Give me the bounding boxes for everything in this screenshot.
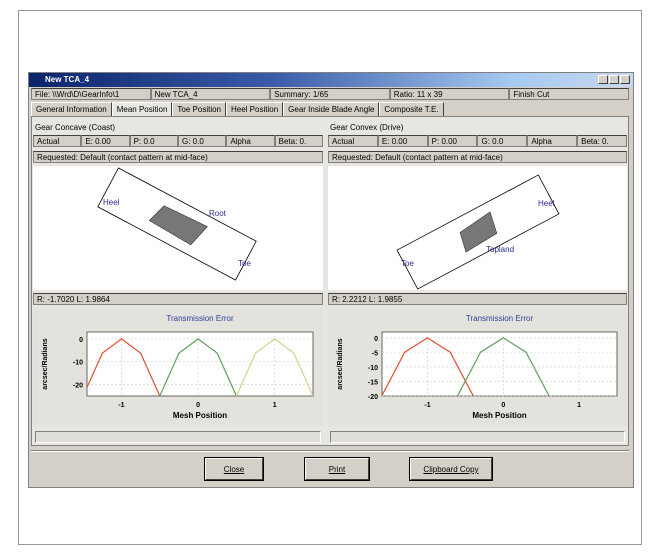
field: Beta: 0. (577, 135, 627, 147)
tab[interactable]: Composite T.E. (379, 102, 443, 116)
status-cell: Summary: 1/65 (270, 88, 390, 100)
field: Alpha (226, 135, 274, 147)
tab[interactable]: Mean Position (112, 102, 173, 116)
result: R: -1.7020 L: 1.9864 (33, 293, 323, 305)
page: {"window": {"title": "New TCA_4"}, "stat… (0, 0, 653, 558)
status-cell: New TCA_4 (151, 88, 271, 100)
print-button[interactable]: Print (305, 458, 369, 480)
plot-area (382, 332, 617, 396)
field: G: 0.0 (477, 135, 527, 147)
result: R: 2.2212 L: 1.9855 (328, 293, 627, 305)
right-panel: Heel Topland Toe Gear Convex (Drive) Actu… (328, 120, 627, 445)
diagram-label: Heel (538, 199, 555, 208)
tab[interactable]: Gear Inside Blade Angle (283, 102, 379, 116)
field: G: 0.0 (178, 135, 226, 147)
close-dialog-button[interactable]: Close (205, 458, 263, 480)
y-tick-label: -10 (368, 365, 378, 372)
chart-title: Transmission Error (466, 314, 534, 323)
status-cell: Finish Cut (509, 88, 629, 100)
separator (31, 450, 629, 452)
y-axis-label: arcsec/Radians (337, 338, 344, 389)
diagram: Heel Topland Toe (328, 166, 627, 290)
field: E: 0.00 (378, 135, 428, 147)
x-axis-label: Mesh Position (173, 411, 227, 420)
chart: Transmission Error Mesh Position arcsec/Ra… (33, 308, 323, 426)
diagram-label: Topland (486, 245, 514, 254)
field: P: 0.00 (428, 135, 478, 147)
chart-title: Transmission Error (166, 314, 234, 323)
y-tick-label: -20 (73, 383, 83, 390)
field: Actual (328, 135, 378, 147)
diagram-label: Root (209, 209, 227, 218)
y-tick-label: -10 (73, 360, 83, 367)
x-tick-label: -1 (424, 402, 430, 409)
y-tick-label: 0 (79, 337, 83, 344)
y-tick-label: -15 (368, 379, 378, 386)
x-tick-label: 1 (273, 402, 277, 409)
close-button[interactable] (620, 75, 630, 84)
x-tick-label: 0 (501, 402, 505, 409)
field: P: 0.0 (130, 135, 178, 147)
clipboard-copy-button[interactable]: Clipboard Copy (410, 458, 492, 480)
y-tick-label: -5 (372, 350, 378, 357)
x-axis-label: Mesh Position (472, 411, 526, 420)
field: Beta: 0. (275, 135, 323, 147)
status-cell: File: \\Wrd\D\GearInfo\1 (31, 88, 151, 100)
chart: Transmission Error Mesh Position arcsec/Ra… (328, 308, 627, 426)
requested: Requested: Default (contact pattern at m… (33, 151, 323, 163)
diagram: Heel Root Toe (33, 166, 323, 290)
scroll-track (35, 431, 321, 443)
diagram-label: Heel (103, 198, 120, 207)
field: Alpha (527, 135, 577, 147)
requested: Requested: Default (contact pattern at m… (328, 151, 627, 163)
group-heading: Gear Convex (Drive) (330, 123, 403, 132)
window-title: New TCA_4 (45, 75, 89, 84)
scroll-track (330, 431, 625, 443)
y-tick-label: -20 (368, 394, 378, 401)
minimize-button[interactable] (598, 75, 608, 84)
tab[interactable]: Toe Position (172, 102, 226, 116)
left-panel: Heel Root Toe Gear Concave (Coast) Actual… (33, 120, 323, 445)
group-heading: Gear Concave (Coast) (35, 123, 115, 132)
x-tick-label: 1 (577, 402, 581, 409)
tab[interactable]: General Information (31, 102, 112, 116)
x-tick-label: -1 (118, 402, 124, 409)
diagram-label: Toe (401, 259, 414, 268)
x-tick-label: 0 (196, 402, 200, 409)
diagram-label: Toe (238, 259, 251, 268)
status-cell: Ratio: 11 x 39 (390, 88, 510, 100)
tab[interactable]: Heel Position (226, 102, 283, 116)
y-tick-label: 0 (374, 336, 378, 343)
field: E: 0.00 (81, 135, 129, 147)
y-axis-label: arcsec/Radians (42, 338, 49, 389)
title-bar: New TCA_4 (29, 73, 633, 87)
maximize-button[interactable] (609, 75, 619, 84)
field: Actual (33, 135, 81, 147)
